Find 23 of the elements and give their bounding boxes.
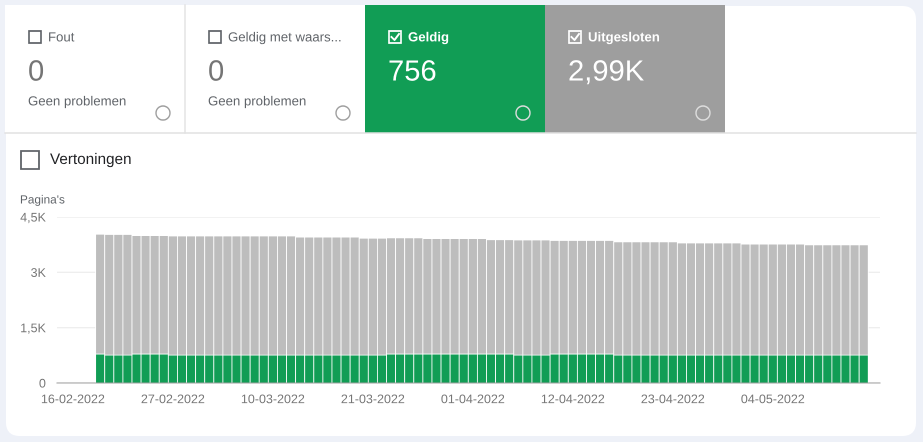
x-tick-label: 23-04-2022 [641,394,704,404]
text: Geen problemen [208,96,306,108]
x-tick-label: 04-05-2022 [741,394,804,404]
y-tick-label: 1,5K [21,324,46,334]
x-tick-label: 16-02-2022 [42,394,104,404]
text: Vertoningen [50,152,131,168]
x-tick-label: 21-03-2022 [342,394,404,404]
x-tick-label: 10-03-2022 [242,394,304,404]
category-label: Geldig [408,32,448,44]
category-label: Geldig met waars... [228,32,340,44]
y-tick-label: 3K [31,268,46,277]
x-tick-label: 01-04-2022 [441,394,504,404]
category-label: Uitgesloten [588,32,660,44]
x-tick-label: 12-04-2022 [542,394,604,404]
text: Geen problemen [28,96,126,108]
text: 2,99K [569,60,644,84]
text: 0 [209,60,224,81]
category-label: Fout [49,32,74,42]
text: 756 [389,60,436,81]
y-axis-title: Pagina's [20,194,64,206]
x-tick-label: 27-02-2022 [142,394,204,404]
y-tick-label: 4,5K [20,212,46,224]
y-tick-label: 0 [39,378,46,388]
